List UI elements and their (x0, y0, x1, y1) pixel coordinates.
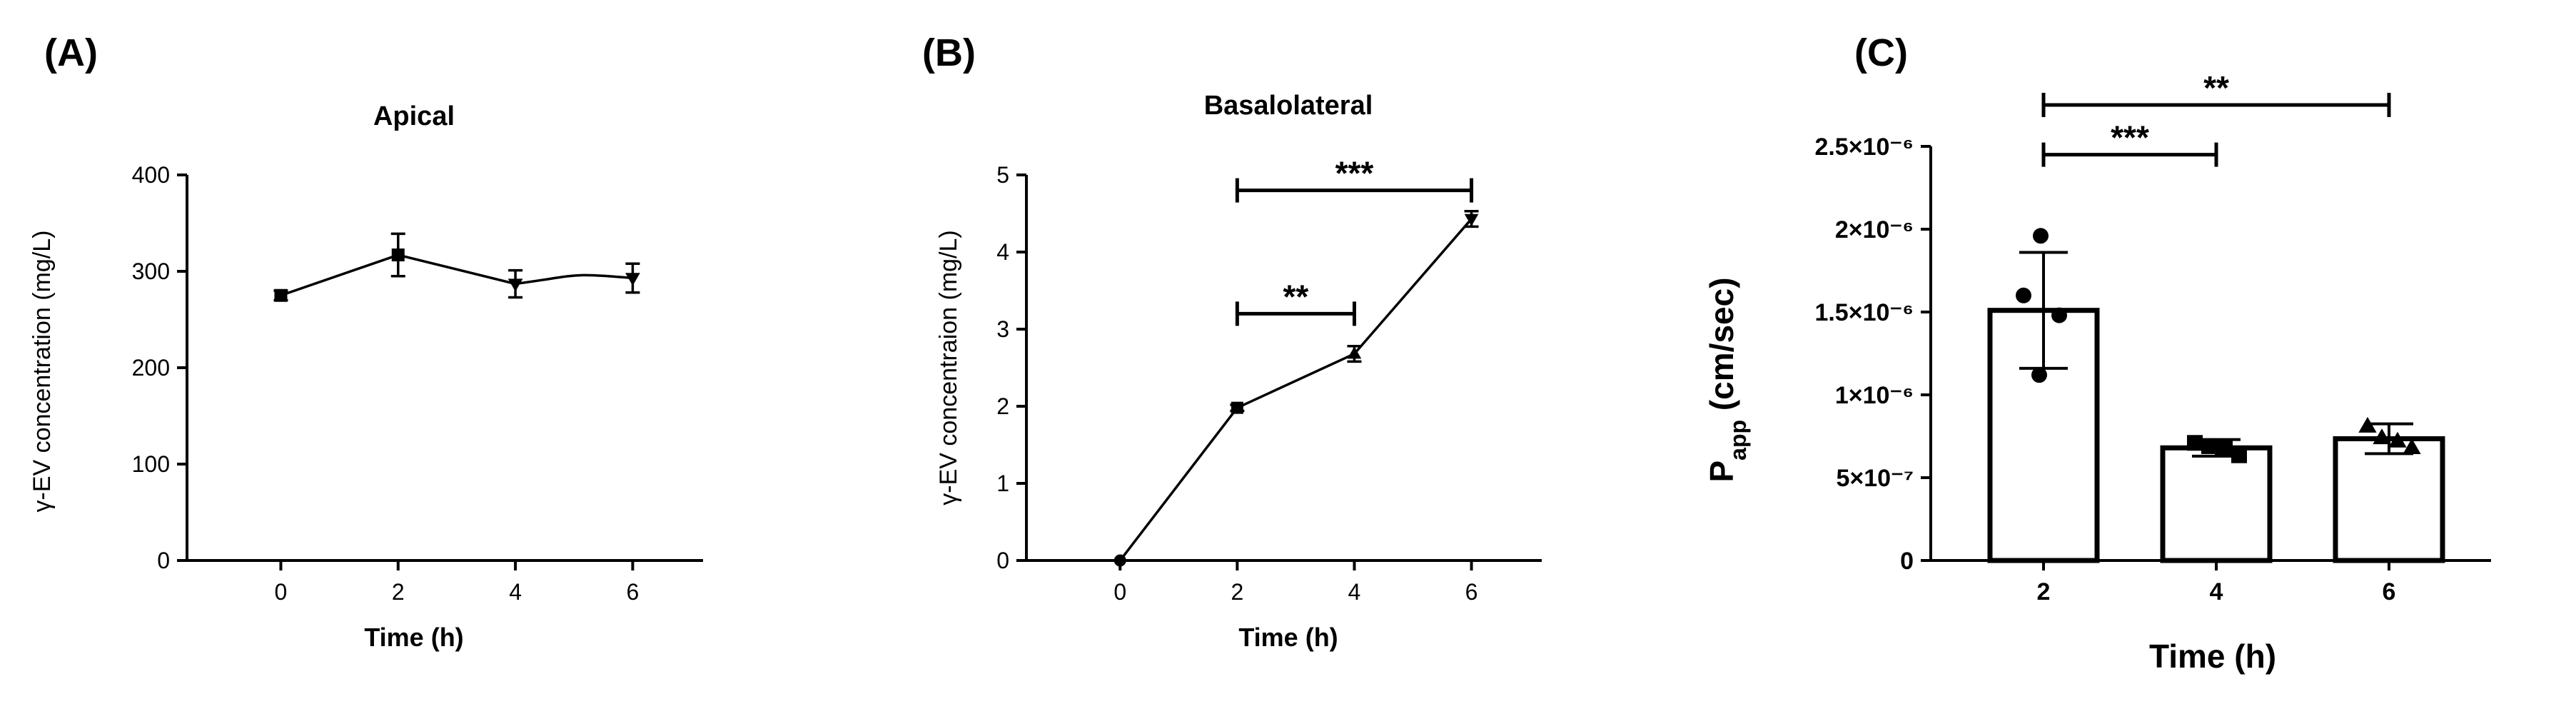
data-point (625, 273, 640, 286)
panel-c: (C) Papp (cm/sec) Time (h) 2 4 6 0 5×10⁻⁷ 1×… (1703, 31, 2491, 675)
panel-c-ylabel-sub: app (1725, 420, 1751, 461)
panel-c-ylabel: Papp (cm/sec) (1703, 277, 1751, 482)
x-tick-label: 0 (1113, 579, 1126, 605)
y-tick-label: 2.5×10⁻⁶ (1814, 134, 1914, 161)
bar (2160, 445, 2273, 563)
data-point (2231, 447, 2247, 463)
panel-c-xlabel: Time (h) (2149, 638, 2276, 675)
panel-c-xticks: 2 4 6 (2037, 560, 2396, 605)
panel-c-marks: ***** (1987, 69, 2445, 563)
x-tick-label: 4 (2210, 578, 2223, 605)
panel-a: (A) Apical γ-EV concentration (mg/L) Tim… (29, 31, 703, 652)
y-tick-label: 400 (132, 162, 170, 188)
panel-b-title: Basalolateral (1204, 91, 1373, 121)
panel-b-marks: ***** (1113, 155, 1479, 567)
panel-c-ylabel-rest: (cm/sec) (1703, 277, 1740, 419)
panel-a-axes (186, 175, 703, 562)
bar (2333, 436, 2445, 563)
data-point (1464, 213, 1479, 226)
panel-a-xticks: 0 2 4 6 (275, 560, 640, 605)
data-point (2031, 367, 2047, 383)
x-tick-label: 0 (275, 579, 288, 605)
panel-a-yticks: 0 100 200 300 400 (132, 162, 187, 573)
y-tick-label: 300 (132, 258, 170, 284)
y-tick-label: 2 (996, 393, 1009, 419)
panel-b: (B) Basalolateral γ-EV concentraion (mg/… (922, 31, 1542, 652)
data-point (2388, 431, 2407, 448)
data-point (2051, 307, 2067, 323)
y-tick-label: 0 (157, 548, 170, 573)
panel-a-ylabel: γ-EV concentration (mg/L) (29, 231, 56, 513)
panel-b-axes (1025, 175, 1542, 562)
x-tick-label: 2 (1231, 579, 1243, 605)
panel-b-xlabel: Time (h) (1238, 623, 1338, 652)
panel-a-xlabel: Time (h) (364, 623, 463, 652)
significance-label: *** (2111, 119, 2149, 156)
y-tick-label: 0 (996, 548, 1009, 573)
panel-b-letter: (B) (922, 31, 976, 74)
panel-c-letter: (C) (1854, 31, 1908, 74)
panel-a-title: Apical (373, 101, 455, 131)
data-point (2187, 435, 2203, 451)
data-point (2201, 438, 2217, 454)
panel-a-marks (273, 232, 640, 302)
x-tick-label: 2 (392, 579, 405, 605)
data-point (1231, 401, 1243, 414)
panel-b-ylabel: γ-EV concentraion (mg/L) (935, 230, 962, 506)
significance-label: ** (1283, 278, 1309, 315)
data-point (2033, 228, 2049, 244)
significance-label: *** (1335, 155, 1374, 192)
x-tick-label: 2 (2037, 578, 2051, 605)
y-tick-label: 5 (996, 162, 1009, 188)
y-tick-label: 2×10⁻⁶ (1835, 216, 1914, 243)
data-point (1347, 346, 1362, 359)
panel-c-ylabel-main: P (1703, 461, 1740, 483)
y-tick-label: 1.5×10⁻⁶ (1814, 299, 1914, 326)
y-tick-label: 1×10⁻⁶ (1835, 382, 1914, 409)
x-tick-label: 4 (1348, 579, 1361, 605)
data-point (2403, 438, 2421, 455)
y-tick-label: 5×10⁻⁷ (1836, 465, 1914, 492)
data-point (2358, 416, 2377, 433)
data-point (1113, 554, 1126, 567)
panel-c-yticks: 0 5×10⁻⁷ 1×10⁻⁶ 1.5×10⁻⁶ 2×10⁻⁶ 2.5×10⁻⁶ (1814, 134, 1931, 575)
x-tick-label: 6 (1465, 579, 1478, 605)
y-tick-label: 0 (1900, 548, 1914, 575)
y-tick-label: 200 (132, 355, 170, 381)
data-point (2217, 441, 2233, 457)
x-tick-label: 6 (627, 579, 640, 605)
data-point (2016, 287, 2031, 303)
y-tick-label: 100 (132, 451, 170, 477)
series-line (280, 253, 633, 297)
x-tick-label: 4 (509, 579, 522, 605)
data-point (507, 278, 523, 292)
series-line (1118, 218, 1473, 562)
panel-a-letter: (A) (44, 31, 98, 74)
panel-b-yticks: 0 1 2 3 4 5 (996, 162, 1026, 573)
data-point (274, 288, 288, 302)
y-tick-label: 3 (996, 316, 1009, 342)
significance-label: ** (2203, 69, 2229, 106)
data-point (391, 248, 405, 262)
data-point (2373, 428, 2391, 445)
x-tick-label: 6 (2383, 578, 2396, 605)
y-tick-label: 1 (996, 471, 1009, 496)
panel-b-xticks: 0 2 4 6 (1113, 560, 1478, 605)
y-tick-label: 4 (996, 239, 1009, 265)
